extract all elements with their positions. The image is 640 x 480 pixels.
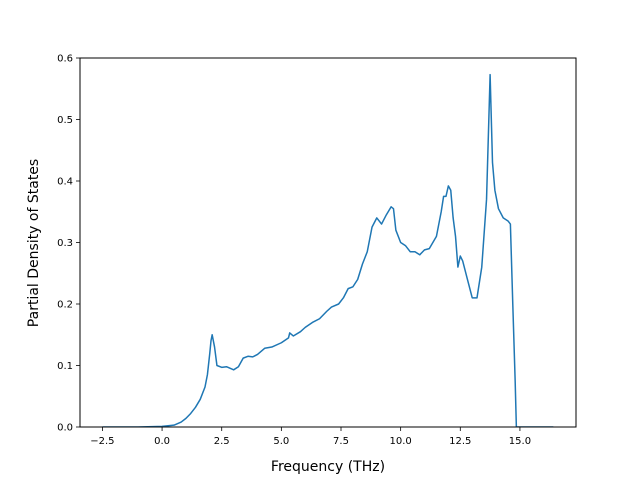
y-axis-ticks: 0.0 0.1 0.2 0.3 0.4 0.5 0.6: [57, 54, 80, 434]
y-tick-label: 0.5: [57, 115, 73, 126]
x-axis-ticks: −2.5 0.0 2.5 5.0 7.5 10.0 12.5 15.0: [90, 427, 531, 447]
x-tick-label: 12.5: [449, 436, 471, 447]
x-tick-label: 0.0: [154, 436, 170, 447]
y-tick-label: 0.4: [57, 177, 73, 188]
x-tick-label: 5.0: [273, 436, 289, 447]
y-tick-label: 0.2: [57, 300, 73, 311]
y-tick-label: 0.6: [57, 54, 73, 65]
x-axis-label: Frequency (THz): [271, 459, 385, 475]
x-tick-label: 7.5: [333, 436, 349, 447]
x-tick-label: −2.5: [90, 436, 114, 447]
x-tick-label: 10.0: [390, 436, 412, 447]
y-tick-label: 0.0: [57, 423, 73, 434]
plot-lines: [102, 73, 554, 427]
y-tick-label: 0.1: [57, 361, 73, 372]
plot-frame: [79, 57, 577, 428]
x-tick-label: 15.0: [509, 436, 531, 447]
y-tick-label: 0.3: [57, 238, 73, 249]
pdos-series-line: [102, 73, 554, 427]
y-axis-label: Partial Density of States: [26, 159, 42, 327]
x-tick-label: 2.5: [214, 436, 230, 447]
